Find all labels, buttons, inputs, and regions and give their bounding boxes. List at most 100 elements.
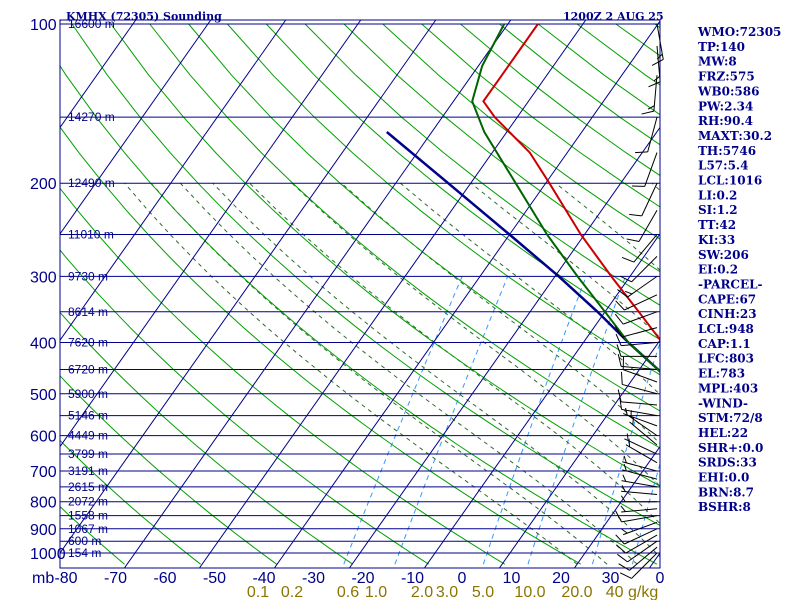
wind-barb bbox=[620, 256, 658, 283]
temperature-tick-label: -50 bbox=[203, 570, 226, 587]
pressure-tick-label: 600 bbox=[30, 429, 57, 446]
stat-item: FRZ:575 bbox=[698, 70, 755, 84]
stat-item: LFC:803 bbox=[698, 352, 754, 366]
pressure-tick-label: 100 bbox=[30, 17, 57, 34]
wind-barb-flag bbox=[621, 528, 628, 534]
stat-item: EI:0.2 bbox=[698, 263, 738, 277]
stat-item: WB0:586 bbox=[697, 84, 759, 98]
wind-barb-flag bbox=[621, 256, 635, 263]
wind-barb-shaft bbox=[621, 408, 658, 417]
wind-barb bbox=[617, 353, 658, 371]
wind-barb-flag bbox=[656, 53, 663, 60]
wind-barb-shaft bbox=[633, 234, 658, 263]
stat-item: PW:2.34 bbox=[698, 99, 753, 113]
mixing-ratio-label: 40 g/kg bbox=[606, 584, 658, 600]
wind-barb-flag bbox=[620, 275, 632, 283]
stat-item: RH:90.4 bbox=[698, 114, 753, 128]
stat-item: KI:33 bbox=[698, 233, 735, 247]
wind-barb bbox=[622, 463, 658, 480]
wind-barb bbox=[622, 357, 658, 383]
wind-barb-flag bbox=[620, 505, 626, 512]
temperature-tick-label: 0 bbox=[458, 570, 467, 587]
height-label: 12490 m bbox=[68, 176, 115, 190]
pressure-tick-label: 200 bbox=[30, 176, 57, 193]
height-label: 5900 m bbox=[68, 387, 108, 401]
wind-barb-shaft bbox=[623, 521, 658, 536]
temperature-labels: -80 -70 -60 -50 -40 -30 -20 -10 0 10 20 30 0 bbox=[54, 570, 664, 587]
mixing-ratio-label: 0.1 bbox=[247, 584, 269, 600]
pressure-tick-label: 1000 bbox=[30, 546, 66, 563]
pressure-tick-label: 300 bbox=[30, 269, 57, 286]
wind-barb-shaft bbox=[623, 413, 658, 427]
plot-frame bbox=[59, 19, 661, 569]
wind-barb bbox=[617, 389, 658, 406]
wind-barb-shaft bbox=[624, 294, 658, 311]
wind-barb-shaft bbox=[627, 275, 658, 298]
wind-barb-flag bbox=[620, 371, 623, 385]
wind-barb-shaft bbox=[627, 540, 658, 563]
wind-barb-flag bbox=[617, 389, 622, 402]
dry-adiabat-line bbox=[60, 375, 277, 565]
stat-item: EL:783 bbox=[698, 367, 745, 381]
wind-barb-flag bbox=[614, 326, 623, 338]
stat-item: MPL:403 bbox=[698, 381, 758, 395]
height-label: 3191 m bbox=[68, 464, 108, 478]
height-labels: 16600 m 14270 m 12490 m 11010 m 9730 m 8614 m… bbox=[68, 17, 115, 560]
dry-adiabat-line bbox=[60, 187, 506, 565]
wind-barb-flag bbox=[623, 455, 627, 464]
wind-barb bbox=[617, 540, 658, 563]
wind-barb bbox=[615, 294, 658, 311]
height-label: 5146 m bbox=[68, 409, 108, 423]
mixing-ratio-label: 10.0 bbox=[514, 584, 545, 600]
wind-barb bbox=[621, 474, 658, 488]
wind-barb bbox=[621, 234, 658, 263]
stat-item: -WIND- bbox=[698, 396, 748, 410]
wind-barb bbox=[624, 433, 658, 455]
stat-item: LCL:1016 bbox=[698, 174, 762, 188]
wind-barb-flag bbox=[648, 81, 661, 88]
stat-item: L57:5.4 bbox=[698, 159, 748, 173]
wind-barb-shaft bbox=[624, 438, 658, 455]
wind-barb-flag bbox=[651, 59, 664, 66]
pressure-tick-label: 700 bbox=[30, 464, 57, 481]
dry-adiabat-line bbox=[60, 64, 658, 565]
wind-barb-shaft bbox=[621, 341, 658, 347]
mixing-ratio-label: 2.0 bbox=[411, 584, 433, 600]
wind-barb-shaft bbox=[638, 210, 658, 242]
isotherm-line bbox=[424, 232, 660, 568]
height-label: 16600 m bbox=[68, 17, 115, 31]
wind-barb-flag bbox=[635, 151, 648, 154]
mixing-ratio-line bbox=[343, 276, 463, 565]
dry-adiabat-line bbox=[188, 23, 660, 412]
stat-item: -PARCEL- bbox=[698, 277, 763, 291]
stat-item: SHR+:0.0 bbox=[698, 441, 763, 455]
pressure-tick-label: 800 bbox=[30, 495, 57, 512]
wind-barb-flag bbox=[625, 290, 633, 295]
isotherm-line bbox=[499, 339, 660, 568]
wind-barb-flag bbox=[625, 407, 628, 416]
sounding-traces bbox=[385, 23, 660, 374]
wind-barb-shaft bbox=[624, 528, 658, 545]
temperature-tick-label: -10 bbox=[401, 570, 424, 587]
dry-adiabats bbox=[60, 23, 660, 565]
wind-barb bbox=[622, 455, 658, 472]
wind-barb bbox=[635, 117, 658, 154]
stat-item: HEL:22 bbox=[698, 426, 748, 440]
wind-barb-flag bbox=[615, 534, 625, 545]
height-label: 14270 m bbox=[68, 110, 115, 124]
stat-item: CAP:1.1 bbox=[698, 337, 751, 351]
height-label: 7620 m bbox=[68, 335, 108, 349]
temperature-tick-label: -40 bbox=[252, 570, 275, 587]
height-label: 2072 m bbox=[68, 495, 108, 509]
wind-barbs bbox=[614, 23, 664, 579]
isotherm-line bbox=[60, 20, 137, 129]
height-label: 600 m bbox=[68, 534, 101, 548]
mixing-ratio-line bbox=[394, 276, 509, 565]
dry-adiabat-line bbox=[265, 23, 660, 341]
dry-adiabat-line bbox=[343, 23, 660, 273]
wind-barb-flag bbox=[615, 510, 622, 523]
wind-barb-flag bbox=[623, 463, 627, 472]
stat-item: EHI:0.0 bbox=[698, 471, 749, 485]
